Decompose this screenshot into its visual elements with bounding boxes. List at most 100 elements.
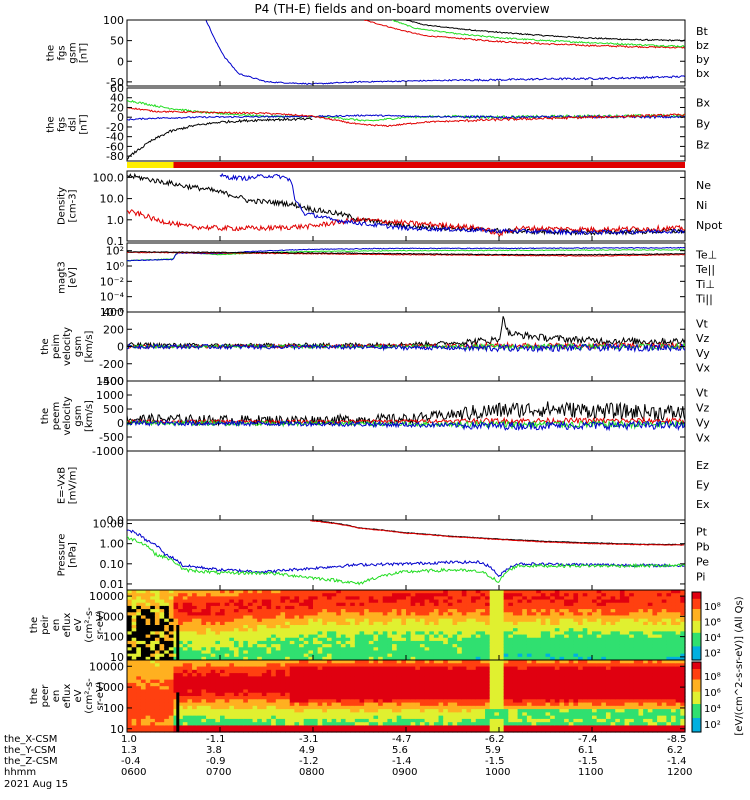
heatmap-cell <box>220 618 226 623</box>
heatmap-cell <box>410 650 416 655</box>
heatmap-cell <box>192 663 198 668</box>
heatmap-cell <box>447 722 454 727</box>
heatmap-cell <box>406 705 412 710</box>
heatmap-cell <box>443 709 449 713</box>
heatmap-cell <box>275 728 282 733</box>
heatmap-cell <box>364 628 370 632</box>
heatmap-cell <box>220 647 226 652</box>
heatmap-cell <box>164 647 170 652</box>
heatmap-cell <box>471 653 477 658</box>
heatmap-cell <box>154 612 161 617</box>
heatmap-cell <box>220 673 226 677</box>
heatmap-cell <box>624 628 630 632</box>
y-tick-label: 100.0 <box>93 171 125 184</box>
heatmap-cell <box>168 653 175 658</box>
heatmap-cell <box>178 660 184 664</box>
heatmap-cell <box>633 593 640 597</box>
heatmap-cell <box>285 722 291 727</box>
heatmap-cell <box>415 679 421 684</box>
heatmap-cell <box>294 686 300 691</box>
heatmap-cell <box>247 696 254 700</box>
heatmap-cell <box>452 647 458 652</box>
heatmap-cell <box>131 599 137 604</box>
heatmap-cell <box>392 615 398 620</box>
heatmap-cell <box>550 712 556 717</box>
heatmap-cell <box>220 628 226 632</box>
heatmap-cell <box>238 599 244 604</box>
heatmap-cell <box>503 725 509 730</box>
heatmap-cell <box>150 676 156 681</box>
heatmap-cell <box>313 660 319 664</box>
heatmap-cell <box>643 656 649 661</box>
heatmap-cell <box>159 722 165 727</box>
heatmap-cell <box>308 722 314 727</box>
heatmap-cell <box>303 644 309 648</box>
heatmap-cell <box>545 653 551 658</box>
heatmap-cell <box>601 615 607 620</box>
heatmap-cell <box>554 634 561 639</box>
heatmap-cell <box>680 653 686 658</box>
heatmap-cell <box>326 625 333 629</box>
heatmap-cell <box>196 596 202 601</box>
heatmap-cell <box>633 605 640 610</box>
heatmap-cell <box>354 615 361 620</box>
heatmap-cell <box>508 669 514 674</box>
heatmap-cell <box>303 715 309 720</box>
heatmap-cell <box>559 644 565 648</box>
heatmap-cell <box>322 602 328 607</box>
heatmap-cell <box>424 712 430 717</box>
heatmap-cell <box>457 666 463 671</box>
heatmap-cell <box>206 593 212 597</box>
heatmap-cell <box>378 725 384 730</box>
heatmap-cell <box>582 640 588 645</box>
heatmap-cell <box>196 634 202 639</box>
heatmap-cell <box>340 696 347 700</box>
heatmap-cell <box>317 663 323 668</box>
heatmap-cell <box>429 644 435 648</box>
heatmap-cell <box>220 615 226 620</box>
heatmap-cell <box>554 612 561 617</box>
heatmap-cell <box>540 660 547 664</box>
heatmap-cell <box>275 599 282 604</box>
heatmap-cell <box>443 628 449 632</box>
heatmap-cell <box>373 689 379 694</box>
heatmap-cell <box>192 615 198 620</box>
heatmap-cell <box>173 669 179 674</box>
heatmap-cell <box>229 599 235 604</box>
heatmap-cell <box>150 609 156 613</box>
heatmap-cell <box>294 666 300 671</box>
heatmap-cell <box>168 712 175 717</box>
heatmap-cell <box>275 625 282 629</box>
heatmap-cell <box>326 686 333 691</box>
heatmap-cell <box>238 696 244 700</box>
heatmap-cell <box>127 696 133 700</box>
heatmap-cell <box>266 637 272 642</box>
heatmap-cell <box>294 712 300 717</box>
heatmap-cell <box>275 615 282 620</box>
heatmap-cell <box>294 728 300 733</box>
heatmap-cell <box>587 656 593 661</box>
heatmap-cell <box>238 593 244 597</box>
heatmap-cell <box>340 628 347 632</box>
heatmap-cell <box>419 679 426 684</box>
heatmap-cell <box>275 666 282 671</box>
heatmap-cell <box>285 628 291 632</box>
heatmap-cell <box>457 644 463 648</box>
heatmap-cell <box>178 715 184 720</box>
heatmap-cell <box>210 715 216 720</box>
heatmap-cell <box>247 715 254 720</box>
heatmap-cell <box>568 647 574 652</box>
heatmap-cell <box>336 656 342 661</box>
heatmap-cell <box>154 679 161 684</box>
heatmap-cell <box>182 640 189 645</box>
heatmap-cell <box>657 647 663 652</box>
heatmap-cell <box>159 596 165 601</box>
heatmap-cell <box>517 615 523 620</box>
heatmap-cell <box>382 612 388 617</box>
heatmap-cell <box>568 602 574 607</box>
heatmap-cell <box>680 615 686 620</box>
heatmap-cell <box>638 644 644 648</box>
heatmap-cell <box>243 696 249 700</box>
heatmap-cell <box>522 628 528 632</box>
heatmap-cell <box>424 722 430 727</box>
